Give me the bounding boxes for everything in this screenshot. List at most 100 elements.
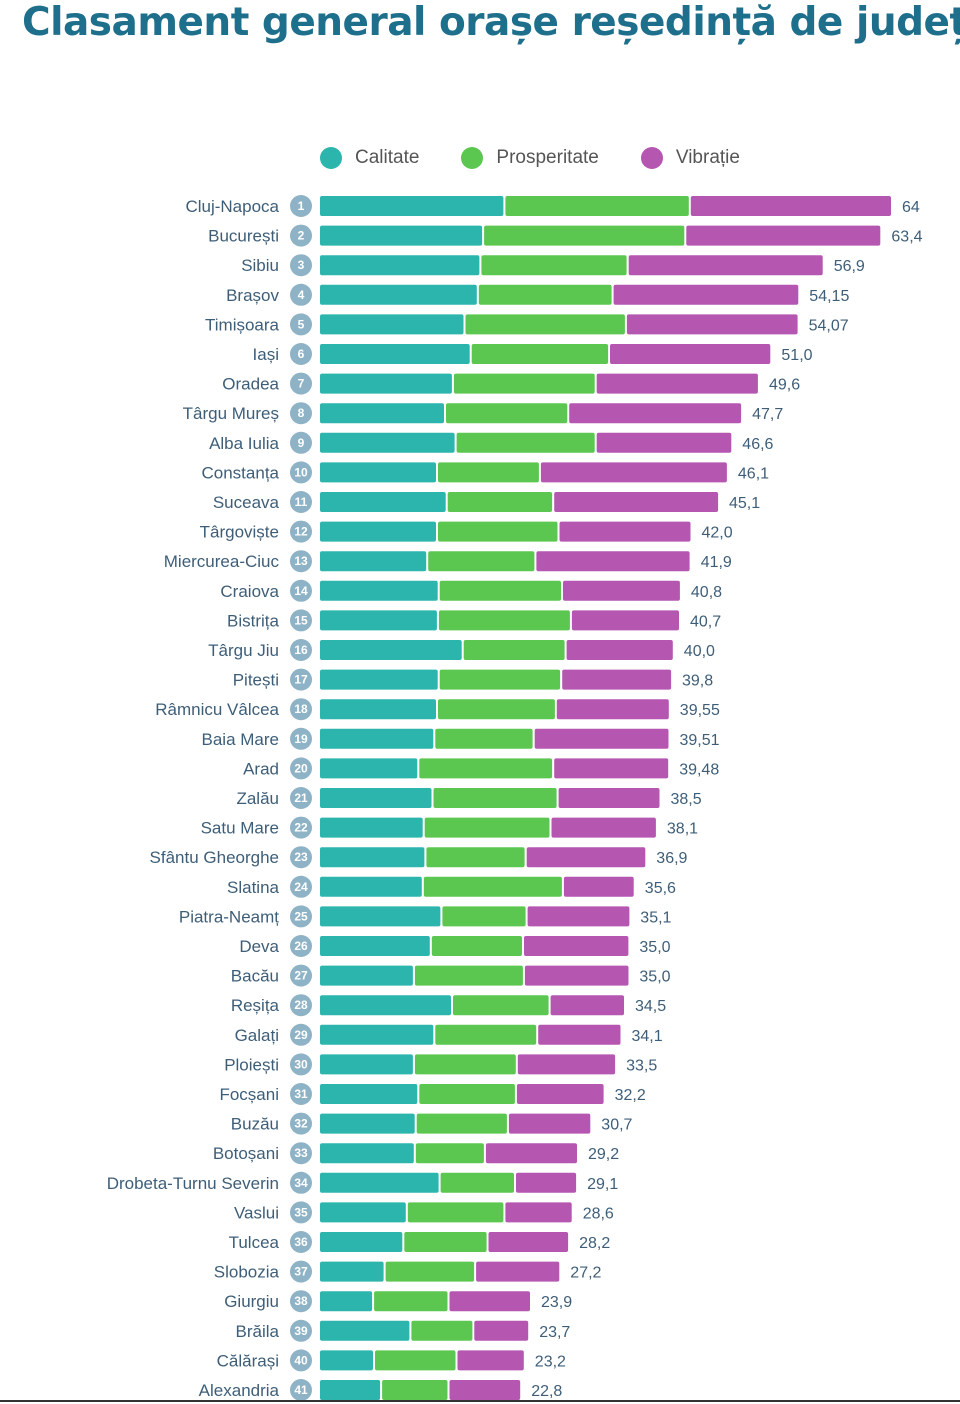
rank-badge	[290, 905, 312, 928]
value-label: 45,1	[729, 495, 760, 512]
bar-row: Râmnicu Vâlcea 18 39,55	[155, 698, 720, 721]
bar-segment-vibratie	[563, 876, 634, 897]
bar-row: Pitești 17 39,8	[233, 668, 713, 691]
value-label: 39,48	[679, 761, 719, 778]
bar-segment-calitate	[320, 876, 422, 897]
bar-segment-calitate	[320, 669, 438, 690]
bar-row: Alexandria 41 22,8	[199, 1379, 562, 1401]
rank-badge	[290, 1319, 312, 1342]
bar-segment-prosperitate	[426, 847, 525, 868]
value-label: 47,7	[752, 406, 783, 423]
bar-row: Deva 26 35,0	[239, 935, 671, 957]
rank-badge	[290, 343, 312, 365]
bar-segment-vibratie	[686, 225, 881, 246]
value-label: 54,07	[809, 317, 849, 334]
rank-badge	[290, 609, 312, 632]
rank-badge	[290, 254, 312, 277]
city-label: Focșani	[219, 1085, 279, 1104]
bar-segment-prosperitate	[414, 965, 523, 986]
rank-badge	[290, 1201, 312, 1224]
bar-segment-calitate	[320, 1232, 403, 1252]
bar-segment-prosperitate	[439, 580, 561, 601]
rank-number: 31	[294, 1087, 308, 1101]
city-label: Târgu Jiu	[208, 641, 279, 660]
bar-segment-prosperitate	[416, 1113, 507, 1134]
bar-segment-calitate	[320, 1084, 418, 1104]
city-label: Arad	[243, 759, 279, 778]
bar-segment-vibratie	[566, 640, 673, 660]
bar-segment-prosperitate	[438, 521, 558, 542]
city-label: Călărași	[217, 1351, 279, 1370]
rank-badge	[290, 1083, 312, 1105]
legend-swatch-prosperitate	[461, 147, 484, 169]
bar-row: Timișoara 5 54,07	[205, 313, 849, 336]
rank-number: 37	[294, 1265, 308, 1279]
bar-segment-vibratie	[554, 758, 669, 779]
bar-segment-prosperitate	[465, 314, 625, 335]
value-label: 35,1	[640, 909, 671, 926]
bar-segment-prosperitate	[375, 1350, 456, 1371]
rank-number: 34	[294, 1176, 308, 1190]
bar-row: Piatra-Neamț 25 35,1	[179, 905, 672, 928]
rank-badge	[290, 1260, 312, 1283]
bar-row: Botoșani 33 29,2	[213, 1142, 619, 1165]
value-label: 29,1	[587, 1176, 618, 1193]
bar-segment-vibratie	[536, 551, 690, 572]
bar-segment-vibratie	[556, 699, 669, 720]
value-label: 34,5	[635, 998, 666, 1015]
bar-segment-prosperitate	[456, 432, 595, 453]
bar-segment-vibratie	[485, 1143, 577, 1164]
bar-segment-vibratie	[516, 1084, 604, 1104]
rank-badge	[290, 935, 312, 957]
bar-segment-vibratie	[596, 373, 758, 394]
rank-number: 18	[294, 702, 308, 716]
value-label: 28,2	[579, 1235, 610, 1252]
value-label: 54,15	[809, 288, 849, 305]
rank-number: 10	[294, 465, 308, 479]
bar-segment-vibratie	[449, 1380, 521, 1400]
city-label: Târgu Mureș	[183, 404, 279, 423]
city-label: Constanța	[202, 463, 280, 482]
bar-segment-calitate	[320, 788, 432, 808]
rank-badge	[290, 224, 312, 247]
bar-segment-calitate	[320, 284, 477, 305]
rank-number: 28	[294, 998, 308, 1012]
value-label: 39,8	[682, 673, 713, 690]
bar-segment-prosperitate	[415, 1143, 484, 1164]
city-label: Vaslui	[234, 1203, 279, 1222]
bar-segment-prosperitate	[438, 699, 555, 720]
bar-row: Brăila 39 23,7	[236, 1319, 570, 1342]
legend-label-vibratie: Vibrație	[675, 147, 740, 168]
rank-number: 26	[294, 939, 308, 953]
rank-number: 40	[294, 1353, 308, 1367]
value-label: 40,8	[691, 584, 722, 601]
bar-row: Călărași 40 23,2	[217, 1349, 566, 1372]
rank-badge	[290, 1379, 312, 1401]
city-label: Giurgiu	[224, 1292, 279, 1311]
bar-segment-prosperitate	[438, 462, 539, 483]
rank-number: 4	[298, 288, 305, 302]
bar-segment-prosperitate	[424, 817, 550, 838]
bar-row: Baia Mare 19 39,51	[202, 727, 720, 750]
bar-segment-calitate	[320, 1172, 439, 1193]
rank-badge	[290, 431, 312, 454]
bar-segment-calitate	[320, 196, 504, 216]
city-label: Sibiu	[241, 256, 279, 275]
city-label: Iași	[253, 345, 279, 364]
bar-segment-prosperitate	[419, 1084, 515, 1104]
bar-segment-vibratie	[571, 610, 679, 631]
bar-segment-prosperitate	[419, 758, 553, 779]
value-label: 42,0	[702, 525, 733, 542]
rank-badge	[290, 520, 312, 543]
bar-segment-vibratie	[628, 255, 823, 276]
bar-segment-calitate	[320, 1113, 415, 1134]
bar-segment-vibratie	[610, 344, 771, 364]
bar-segment-prosperitate	[438, 610, 570, 631]
city-label: Brăila	[236, 1322, 280, 1341]
rank-number: 19	[294, 732, 308, 746]
bar-segment-vibratie	[526, 847, 646, 868]
city-label: Slobozia	[214, 1263, 280, 1282]
rank-number: 8	[298, 406, 305, 420]
bar-segment-prosperitate	[447, 492, 553, 512]
bar-segment-prosperitate	[382, 1380, 448, 1400]
